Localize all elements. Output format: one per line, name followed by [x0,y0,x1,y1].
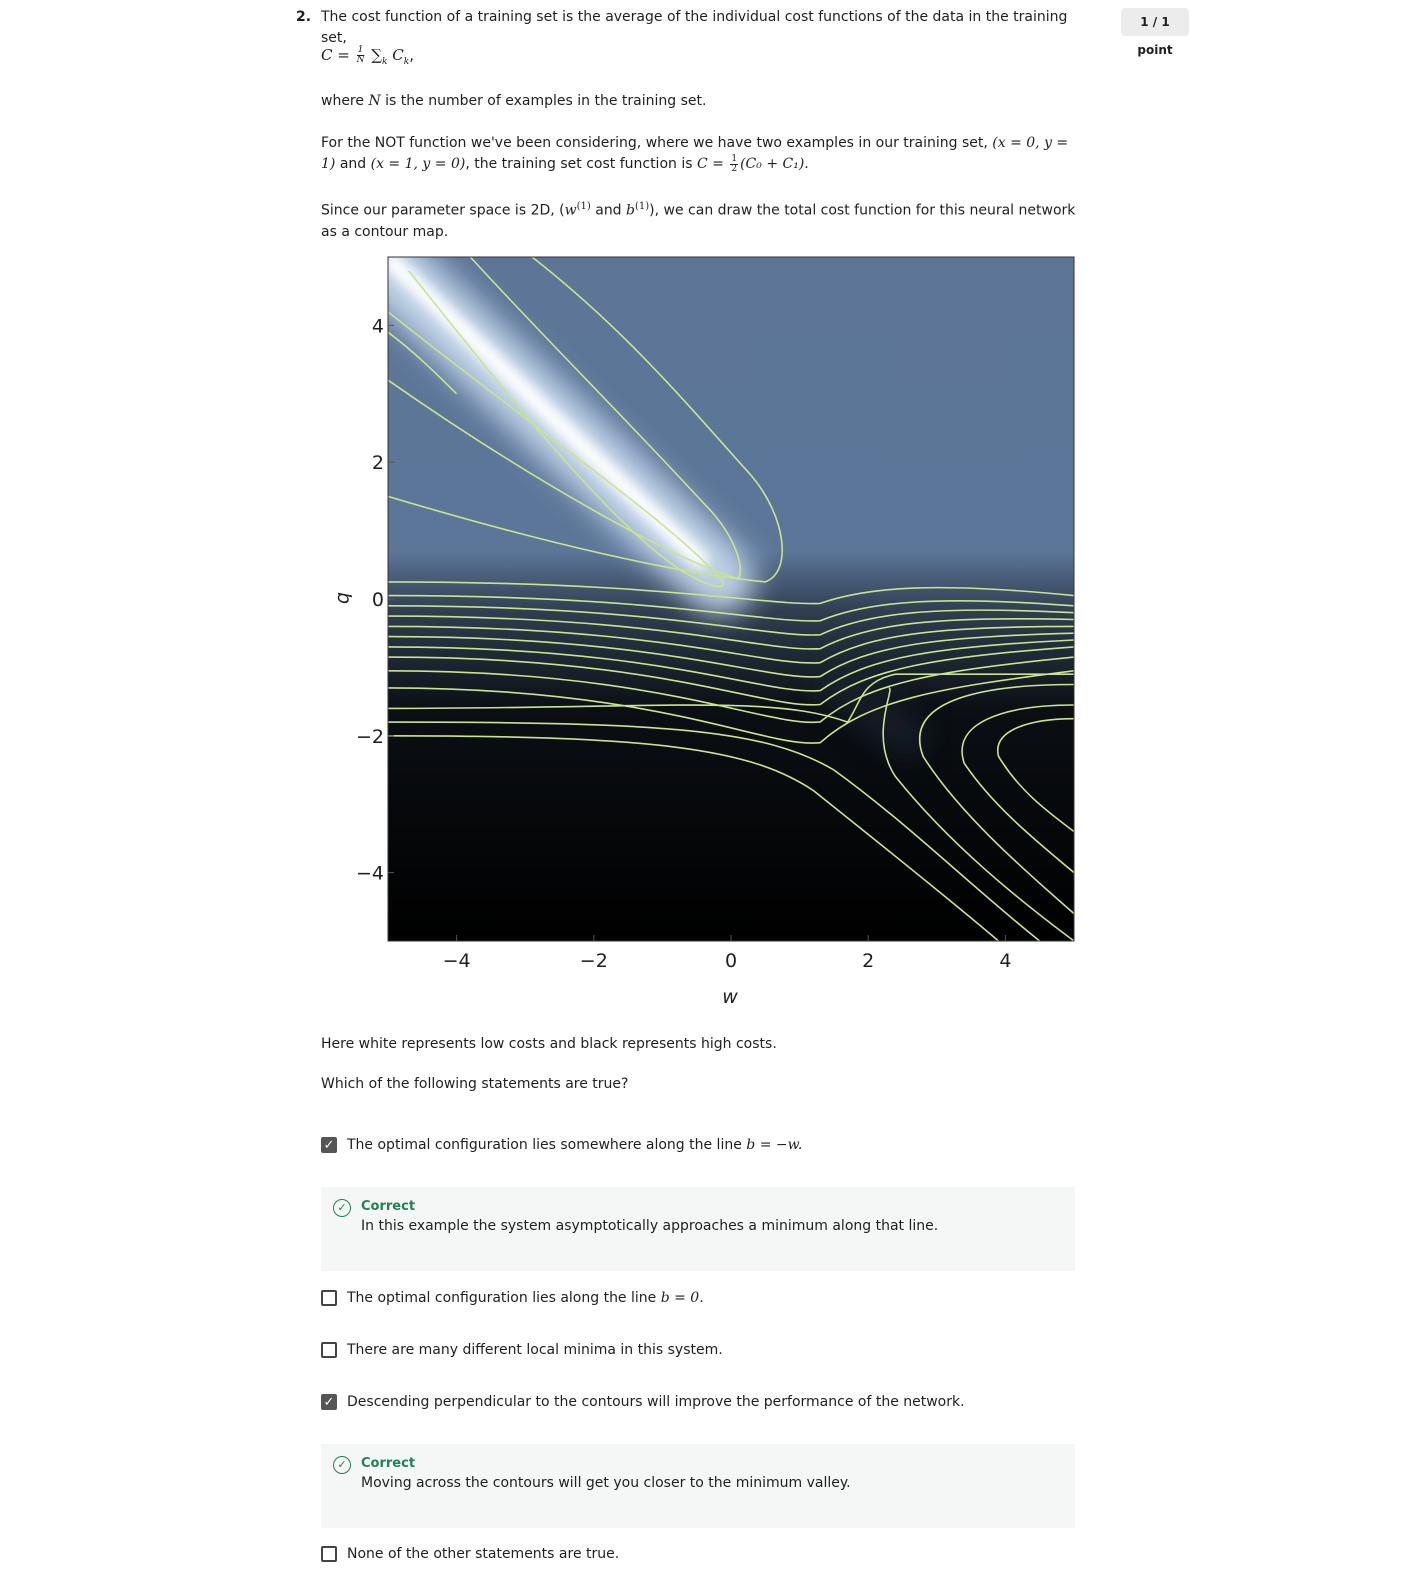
option-4-label: Descending perpendicular to the contours… [347,1394,965,1410]
option-1[interactable]: ✓ The optimal configuration lies somewhe… [321,1134,802,1156]
checkbox-icon[interactable] [321,1290,337,1306]
contour-line [388,331,458,395]
prompt-text: Which of the following statements are tr… [321,1076,629,1092]
x-tick-label: 0 [725,950,737,972]
check-circle-icon: ✓ [333,1199,351,1217]
contour-line [388,257,784,583]
option-1-math: b = −w. [746,1137,803,1153]
option-1-label: The optimal configuration lies somewhere… [347,1137,742,1153]
feedback-1-title: Correct [361,1199,416,1214]
contour-line [388,257,742,580]
contour-line [388,615,1074,650]
parameter-space-text: Since our parameter space is 2D, (w(1) a… [321,201,1076,240]
contour-line [388,625,1074,664]
y-axis-label: b [333,592,355,604]
feedback-2-title: Correct [361,1456,416,1471]
contour-line [388,581,1074,605]
y-tick-label: −2 [356,726,384,748]
option-4[interactable]: ✓ Descending perpendicular to the contou… [321,1391,965,1413]
contour-line [388,632,1074,678]
option-3[interactable]: There are many different local minima in… [321,1339,723,1361]
y-axis-ticks: 4 2 0 −2 −4 [356,315,394,885]
feedback-1-text: In this example the system asymptoticall… [361,1218,939,1234]
contour-line [388,605,1074,636]
intro-text: The cost function of a training set is t… [321,9,1068,46]
checkbox-checked-icon[interactable]: ✓ [321,1394,337,1410]
option-2-label: The optimal configuration lies along the… [347,1290,657,1306]
low-cost-valley-core [388,257,709,569]
x-tick-label: 4 [999,950,1011,972]
contour-line [388,656,1074,724]
contour-line [388,646,1074,706]
x-axis-ticks: −4 −2 0 2 4 [443,935,1011,972]
y-tick-label: −4 [356,863,384,885]
checkbox-checked-icon[interactable]: ✓ [321,1137,337,1153]
contour-line [388,673,1074,724]
contour-line [388,639,1074,692]
feedback-2-text: Moving across the contours will get you … [361,1475,851,1491]
not-function-text: For the NOT function we've been consider… [321,135,1069,174]
points-badge: 1 / 1 point [1121,8,1189,57]
y-tick-label: 2 [372,452,384,474]
option-2[interactable]: The optimal configuration lies along the… [321,1287,704,1309]
contour-line [997,717,1074,833]
contour-line [882,687,1074,941]
contour-line [388,594,1074,622]
y-tick-label: 4 [372,315,384,337]
contour-line [388,721,1041,941]
x-axis-label: w [722,986,738,1008]
x-tick-label: −4 [443,950,471,972]
x-tick-label: −2 [580,950,608,972]
feedback-2: ✓ Correct Moving across the contours wil… [321,1444,1075,1528]
contour-line [388,670,1074,744]
feedback-1: ✓ Correct In this example the system asy… [321,1187,1075,1271]
option-5-label: None of the other statements are true. [347,1546,620,1562]
saddle-shade [810,662,935,765]
cost-contour-chart: −4 −2 0 2 4 4 2 0 −2 −4 w b [333,256,1075,1008]
where-text: where N is the number of examples in the… [321,93,707,109]
option-3-label: There are many different local minima in… [347,1342,723,1358]
contour-line [961,704,1074,874]
checkbox-icon[interactable] [321,1342,337,1358]
contour-line [388,735,1000,941]
option-5[interactable]: None of the other statements are true. [321,1543,619,1565]
x-tick-label: 2 [862,950,874,972]
check-circle-icon: ✓ [333,1456,351,1474]
checkbox-icon[interactable] [321,1546,337,1562]
option-2-math: b = 0. [660,1290,704,1306]
legend-text: Here white represents low costs and blac… [321,1036,777,1052]
plot-area [388,257,1074,941]
contour-line [388,270,724,588]
contour-lines [388,257,1074,941]
contour-line [918,683,1074,915]
question-number: 2. [296,9,312,25]
y-tick-label: 0 [372,589,384,611]
